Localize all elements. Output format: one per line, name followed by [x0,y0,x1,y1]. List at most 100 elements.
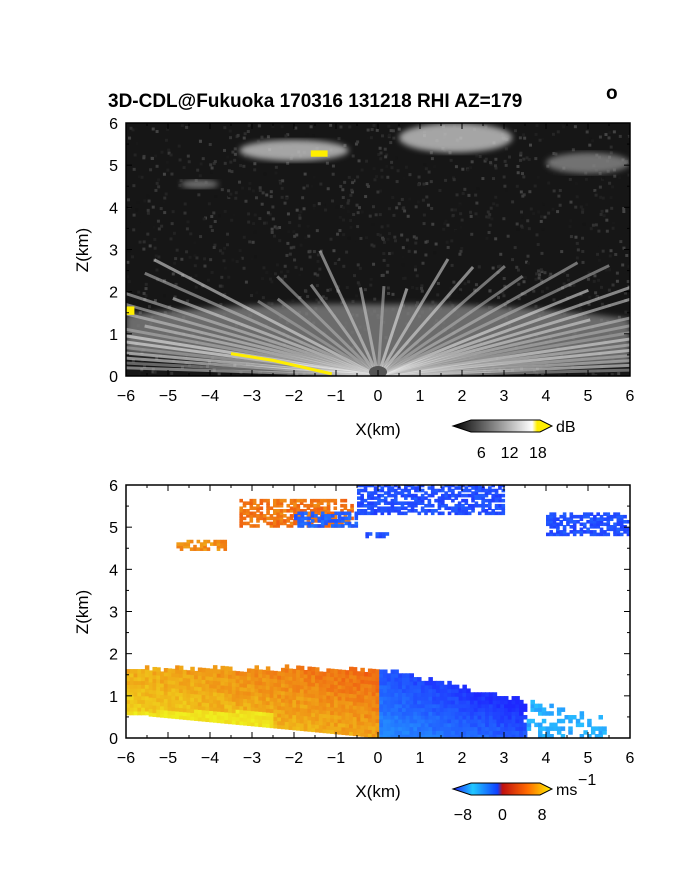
x-tick-label: 0 [374,750,383,767]
colorbar-tick-label: 18 [529,445,547,462]
y-tick-label: 1 [109,689,118,706]
saturated-echo [310,150,328,157]
intensity-colorbar-bar [451,419,554,433]
x-tick-label: −1 [327,388,345,405]
intensity-plot-area [126,123,630,376]
y-tick-label: 5 [109,158,118,175]
echo-ray [126,292,379,376]
y-tick-label: 4 [109,562,118,579]
velocity-axes: −6 −5 −4 −3 −2 −1 0 1 2 3 4 5 6 0 1 2 3 4 5 6 [109,478,634,767]
cloud-echo [546,152,630,174]
y-tick-label: 6 [109,116,118,133]
y-tick-label: 3 [109,605,118,622]
velocity-ylabel: Z(km) [73,590,92,634]
cloud-echo [180,179,219,189]
velocity-colorbar-bar [451,782,554,796]
velocity-cloud [176,539,228,551]
echo-ray [377,348,630,376]
x-tick-label: −5 [159,388,177,405]
y-tick-label: 1 [109,327,118,344]
echo-ray [376,288,409,376]
echo-ray [126,366,379,376]
colorbar-tick-label: 6 [477,445,486,462]
x-tick-label: −4 [201,388,219,405]
chart-title: 3D-CDL@Fukuoka 170316 131218 RHI AZ=179 [108,91,522,112]
velocity-cloud [357,485,506,516]
intensity-xlabel: X(km) [355,420,400,439]
x-tick-label: −3 [243,750,261,767]
x-tick-label: 4 [542,388,551,405]
intensity-colorbar: dB 6 12 18 [451,419,576,462]
echo-ray [309,283,380,376]
echo-ray [376,266,475,376]
x-tick-label: 2 [458,388,467,405]
intensity-axes: −6 −5 −4 −3 −2 −1 0 1 2 3 4 5 6 0 1 2 3 4 5 6 [109,116,634,405]
velocity-plot-area [126,485,630,738]
x-tick-label: −4 [201,750,219,767]
velocity-panel: −6 −5 −4 −3 −2 −1 0 1 2 3 4 5 6 0 1 2 3 4 5 6 X(km) Z(km) m… [73,478,635,824]
echo-ray [318,250,380,376]
y-tick-label: 0 [109,731,118,748]
velocity-cloud [294,511,359,528]
y-tick-label: 2 [109,285,118,302]
echo-ray [276,275,380,376]
velocity-pixels [126,664,607,738]
x-tick-label: 0 [374,388,383,405]
echo-ray [377,275,524,376]
intensity-ylabel: Z(km) [73,228,92,272]
echo-ray [377,288,589,376]
x-tick-label: −6 [117,388,135,405]
cloud-echo [239,139,349,161]
x-tick-label: −2 [285,388,303,405]
x-tick-label: −5 [159,750,177,767]
x-tick-label: 2 [458,750,467,767]
echo-ray [358,287,380,376]
saturated-echo [230,352,333,376]
y-tick-label: 4 [109,200,118,217]
echo-ray [257,299,379,376]
title-superscript: o [606,83,618,104]
velocity-xlabel: X(km) [355,782,400,801]
echo-ray [126,302,379,376]
x-tick-label: 4 [542,750,551,767]
echo-ray [377,265,506,376]
echo-ray [377,264,610,376]
x-tick-label: 5 [584,388,593,405]
x-tick-label: 5 [584,750,593,767]
y-tick-label: 2 [109,647,118,664]
y-tick-label: 0 [109,369,118,386]
velocity-colorbar-unit: ms [556,782,577,799]
saturated-echo [126,306,135,315]
x-tick-label: 6 [626,388,635,405]
colorbar-tick-label: −8 [454,807,472,824]
x-tick-label: −6 [117,750,135,767]
intensity-colorbar-unit: dB [556,419,576,436]
velocity-colorbar-unit-superscript: −1 [578,772,596,789]
echo-ray [377,337,630,376]
x-tick-label: 3 [500,388,509,405]
velocity-colorbar: ms −1 −8 0 8 [451,772,596,824]
echo-ray [377,343,630,376]
colorbar-tick-label: 0 [498,807,507,824]
echo-ray [377,285,630,376]
colorbar-tick-label: 8 [538,807,547,824]
y-tick-label: 5 [109,520,118,537]
x-tick-label: −2 [285,750,303,767]
x-tick-label: 3 [500,750,509,767]
x-tick-label: 6 [626,750,635,767]
echo-ray [377,261,579,376]
x-tick-label: 1 [416,388,425,405]
echo-ray [377,316,630,376]
echo-ray [376,286,386,376]
echo-ray [376,258,450,376]
echo-ray [377,297,630,376]
velocity-cloud [546,512,630,537]
y-tick-label: 6 [109,478,118,495]
echo-ray [172,297,379,376]
colorbar-tick-label: 12 [501,445,519,462]
x-tick-label: −3 [243,388,261,405]
x-tick-label: −1 [327,750,345,767]
echo-ray [276,297,379,376]
